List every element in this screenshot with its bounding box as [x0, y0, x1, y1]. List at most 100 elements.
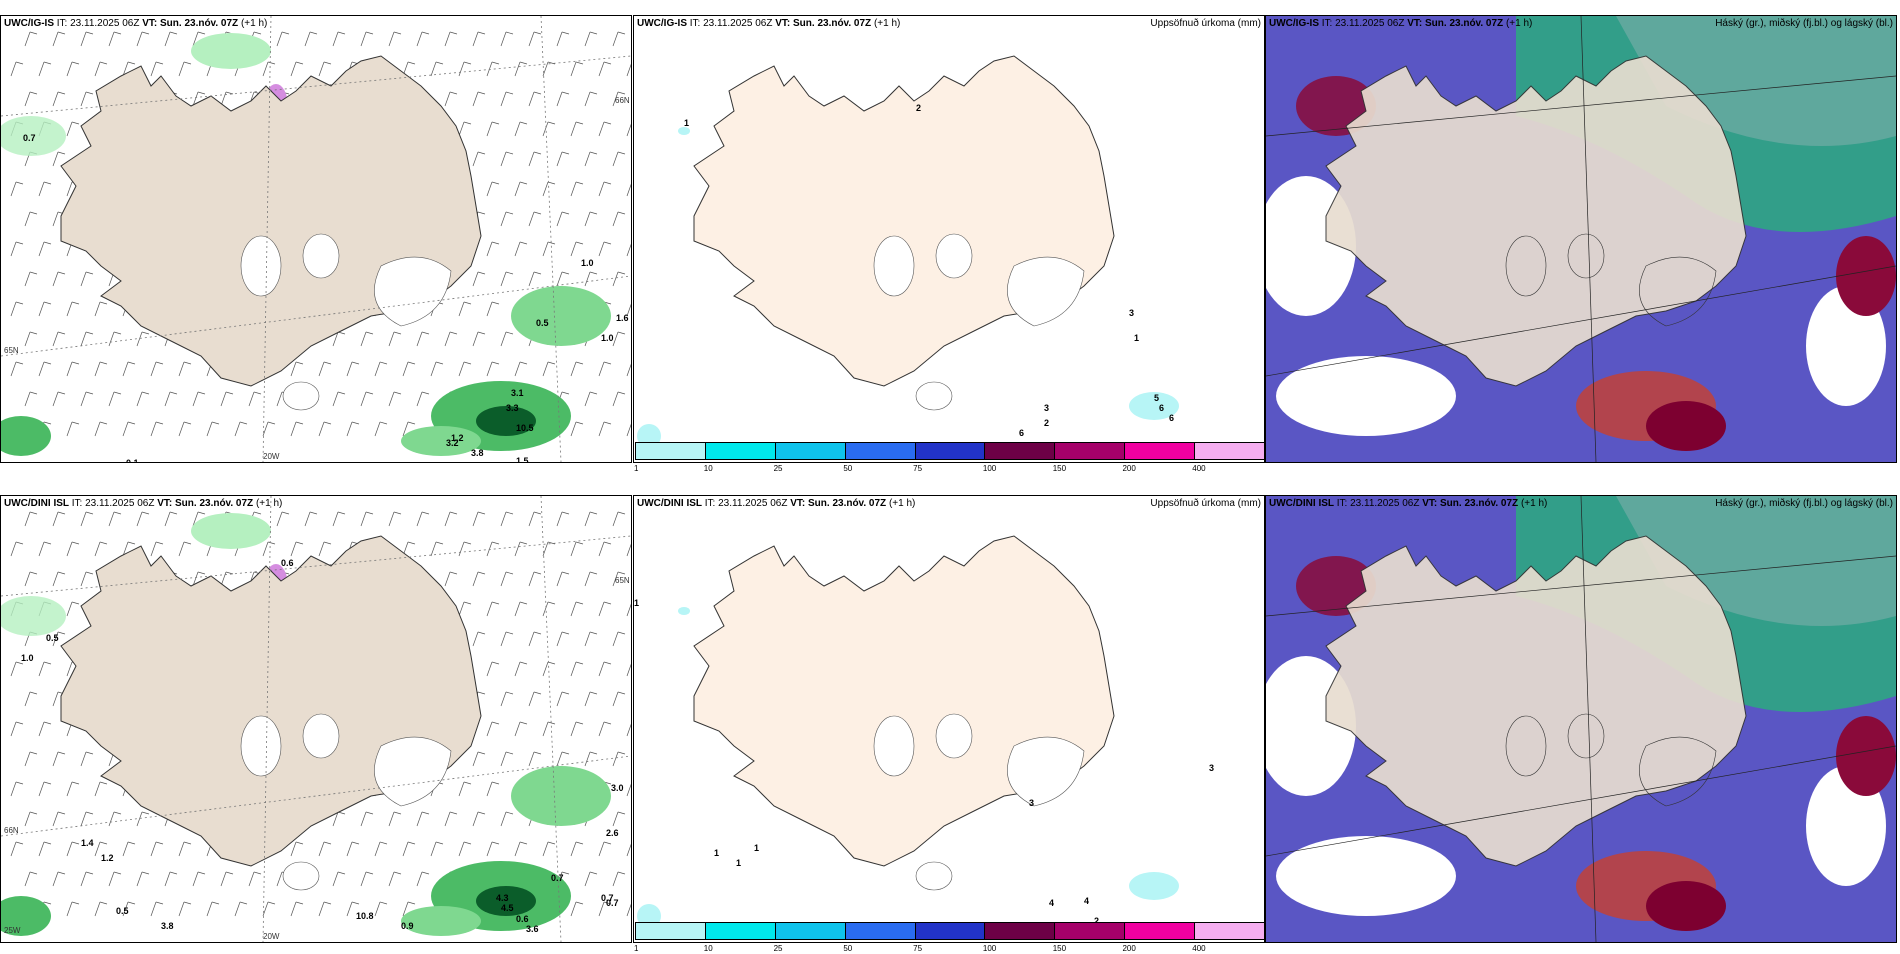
- panel-title: UWC/IG-IS IT: 23.11.2025 06Z VT: Sun. 23…: [637, 18, 900, 29]
- colorbar-label: 100: [982, 944, 997, 953]
- value-label: 4.3: [496, 893, 509, 903]
- lead-time: (+1 h): [1505, 18, 1533, 29]
- colorbar-labels: 1 10 25 50 75 100 150 200 400: [634, 464, 1262, 474]
- model-name: UWC/IG-IS: [637, 18, 687, 29]
- colorbar-swatch: [1195, 443, 1264, 459]
- map-panel-2: UWC/IG-IS IT: 23.11.2025 06Z VT: Sun. 23…: [633, 15, 1265, 463]
- map-canvas: 1133112424: [634, 535, 1214, 936]
- iceland-land: [1325, 55, 1747, 387]
- value-label: 3.0: [611, 783, 624, 793]
- colorbar-swatch: [915, 443, 986, 459]
- value-label: 0.7: [606, 898, 619, 908]
- value-label: 1: [634, 598, 639, 608]
- panel-field-title: Háský (gr.), miðský (fj.bl.) og lágský (…: [1715, 498, 1893, 509]
- precip-shading: [1, 513, 611, 936]
- value-label: 3.8: [471, 448, 484, 458]
- value-label: 10.8: [356, 911, 374, 921]
- value-label: 0.1: [126, 458, 139, 462]
- value-label: 1.4: [81, 838, 94, 848]
- colorbar-swatch: [636, 443, 706, 459]
- map-panel-5: UWC/DINI ISL IT: 23.11.2025 06Z VT: Sun.…: [633, 495, 1265, 943]
- panel-field-title: Háský (gr.), miðský (fj.bl.) og lágský (…: [1715, 18, 1893, 29]
- colorbar-label: 100: [982, 464, 997, 473]
- colorbar-swatch: [915, 923, 986, 939]
- value-label: 0.7: [551, 873, 564, 883]
- value-label: 0.5: [46, 633, 59, 643]
- value-label: 0.5: [116, 906, 129, 916]
- axis-label: 65N: [4, 346, 19, 355]
- init-time: IT: 23.11.2025 06Z: [704, 498, 788, 509]
- map-canvas: 0.50.61.01.41.23.02.60.74.34.50.70.70.53…: [1, 496, 631, 942]
- colorbar-swatch: [636, 923, 706, 939]
- colorbar-swatch: [1195, 923, 1264, 939]
- init-time: IT: 23.11.2025 06Z: [71, 498, 155, 509]
- value-label: 0.6: [281, 558, 294, 568]
- axis-label: 66N: [615, 96, 630, 105]
- value-label: 0.7: [601, 893, 614, 903]
- value-label: 0.5: [536, 318, 549, 328]
- value-label: 0.6: [516, 914, 529, 924]
- value-label: 4: [1049, 898, 1054, 908]
- value-label: 1.2: [451, 433, 464, 443]
- value-label: 2.6: [606, 828, 619, 838]
- value-label: 5: [1154, 393, 1159, 403]
- axis-label: 25W: [4, 926, 21, 935]
- colorbar-swatch: [1125, 923, 1196, 939]
- map-panel-4: UWC/DINI ISL IT: 23.11.2025 06Z VT: Sun.…: [0, 495, 632, 943]
- colorbar-label: 1: [634, 944, 639, 953]
- iceland-land: [693, 55, 1115, 387]
- panel-title: UWC/DINI ISL IT: 23.11.2025 06Z VT: Sun.…: [637, 498, 915, 509]
- colorbar-label: 50: [843, 464, 853, 473]
- valid-time: VT: Sun. 23.nóv. 07Z: [1407, 18, 1504, 29]
- model-name: UWC/DINI ISL: [1269, 498, 1334, 509]
- colorbar-swatch: [1125, 443, 1196, 459]
- value-label: 1: [684, 118, 689, 128]
- colorbar-swatch: [1055, 443, 1126, 459]
- colorbar-swatch: [705, 443, 776, 459]
- colorbar-swatch: [985, 443, 1056, 459]
- valid-time: VT: Sun. 23.nóv. 07Z: [142, 18, 239, 29]
- colorbar-label: 200: [1122, 944, 1136, 953]
- valid-time: VT: Sun. 23.nóv. 07Z: [157, 498, 254, 509]
- map-panel-6: UWC/DINI ISL IT: 23.11.2025 06Z VT: Sun.…: [1265, 495, 1897, 943]
- valid-time: VT: Sun. 23.nóv. 07Z: [790, 498, 887, 509]
- iceland-land: [1325, 535, 1747, 867]
- value-label: 4.5: [501, 903, 514, 913]
- axis-label: 20W: [263, 932, 280, 941]
- value-label: 1: [736, 858, 741, 868]
- value-label: 1.0: [601, 333, 614, 343]
- colorbar-label: 25: [773, 464, 783, 473]
- panel-field-title: Uppsöfnuð úrkoma (mm): [1150, 18, 1261, 29]
- value-label: 3.8: [161, 921, 174, 931]
- value-label: 1.0: [581, 258, 594, 268]
- value-label: 10.5: [516, 423, 534, 433]
- value-label: 1: [714, 848, 719, 858]
- value-label: 3.6: [526, 924, 539, 934]
- value-label: 1: [1134, 333, 1139, 343]
- panel-title: UWC/IG-IS IT: 23.11.2025 06Z VT: Sun. 23…: [4, 18, 267, 29]
- value-label: 6: [1019, 428, 1024, 438]
- value-label: 2: [1094, 916, 1099, 926]
- colorbar-label: 75: [913, 944, 923, 953]
- colorbar-label: 400: [1192, 464, 1206, 473]
- colorbar-swatch: [775, 443, 846, 459]
- value-label: 1.5: [516, 456, 529, 462]
- colorbar-label: 10: [703, 464, 713, 473]
- colorbar-swatch: [845, 923, 916, 939]
- value-label: 6: [1169, 413, 1174, 423]
- iceland-land: [60, 55, 482, 387]
- panel-title: UWC/DINI ISL IT: 23.11.2025 06Z VT: Sun.…: [1269, 498, 1547, 509]
- init-time: IT: 23.11.2025 06Z: [56, 18, 140, 29]
- colorbar-swatch: [845, 443, 916, 459]
- value-label: 1.2: [101, 853, 114, 863]
- map-panel-3: UWC/IG-IS IT: 23.11.2025 06Z VT: Sun. 23…: [1265, 15, 1897, 463]
- init-time: IT: 23.11.2025 06Z: [1321, 18, 1405, 29]
- value-label: 3: [1129, 308, 1134, 318]
- map-canvas: [1266, 16, 1896, 462]
- map-canvas: 0.71.00.51.61.03.33.13.210.51.23.81.50.1: [1, 16, 631, 462]
- model-name: UWC/IG-IS: [1269, 18, 1319, 29]
- value-label: 3.3: [506, 403, 519, 413]
- lead-time: (+1 h): [888, 498, 916, 509]
- value-label: 3: [1209, 763, 1214, 773]
